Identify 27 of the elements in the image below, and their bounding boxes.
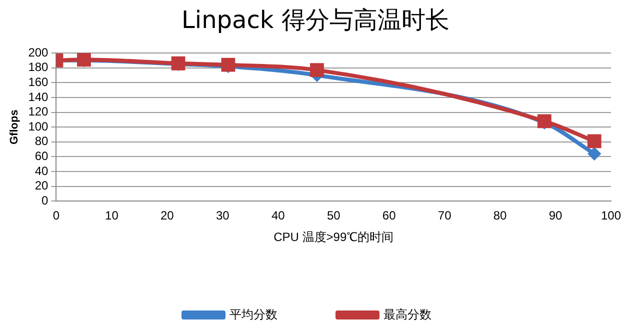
y-tick-label: 160 — [28, 74, 49, 89]
x-tick-label: 100 — [600, 208, 622, 223]
y-axis-title: Gflops — [8, 110, 21, 145]
x-tick-label: 80 — [493, 208, 508, 223]
x-axis-title: CPU 温度>99℃的时间 — [274, 230, 394, 244]
chart-title: Linpack 得分与高温时长 — [180, 5, 450, 36]
y-tick-label: 140 — [28, 90, 49, 104]
y-tick-label: 60 — [34, 149, 49, 164]
y-tick-label: 40 — [34, 164, 49, 178]
y-tick-label: 200 — [28, 45, 49, 60]
x-tick-label: 20 — [160, 208, 174, 223]
x-tick-label: 40 — [271, 208, 286, 223]
x-tick-label: 30 — [216, 208, 230, 223]
x-tick-label: 90 — [548, 208, 563, 223]
y-tick-label: 0 — [42, 194, 49, 208]
legend-label: 最高分数 — [384, 307, 432, 322]
x-tick-label: 10 — [105, 208, 119, 223]
legend-label: 平均分数 — [230, 307, 278, 322]
y-tick-label: 80 — [34, 134, 49, 148]
y-tick-label: 20 — [34, 178, 49, 193]
x-tick-label: 0 — [52, 208, 60, 223]
x-tick-label: 60 — [382, 208, 396, 223]
y-tick-label: 180 — [28, 60, 49, 74]
x-tick-label: 70 — [438, 208, 452, 223]
y-tick-label: 100 — [28, 119, 49, 134]
y-tick-label: 120 — [28, 104, 49, 119]
x-tick-label: 50 — [326, 208, 341, 223]
